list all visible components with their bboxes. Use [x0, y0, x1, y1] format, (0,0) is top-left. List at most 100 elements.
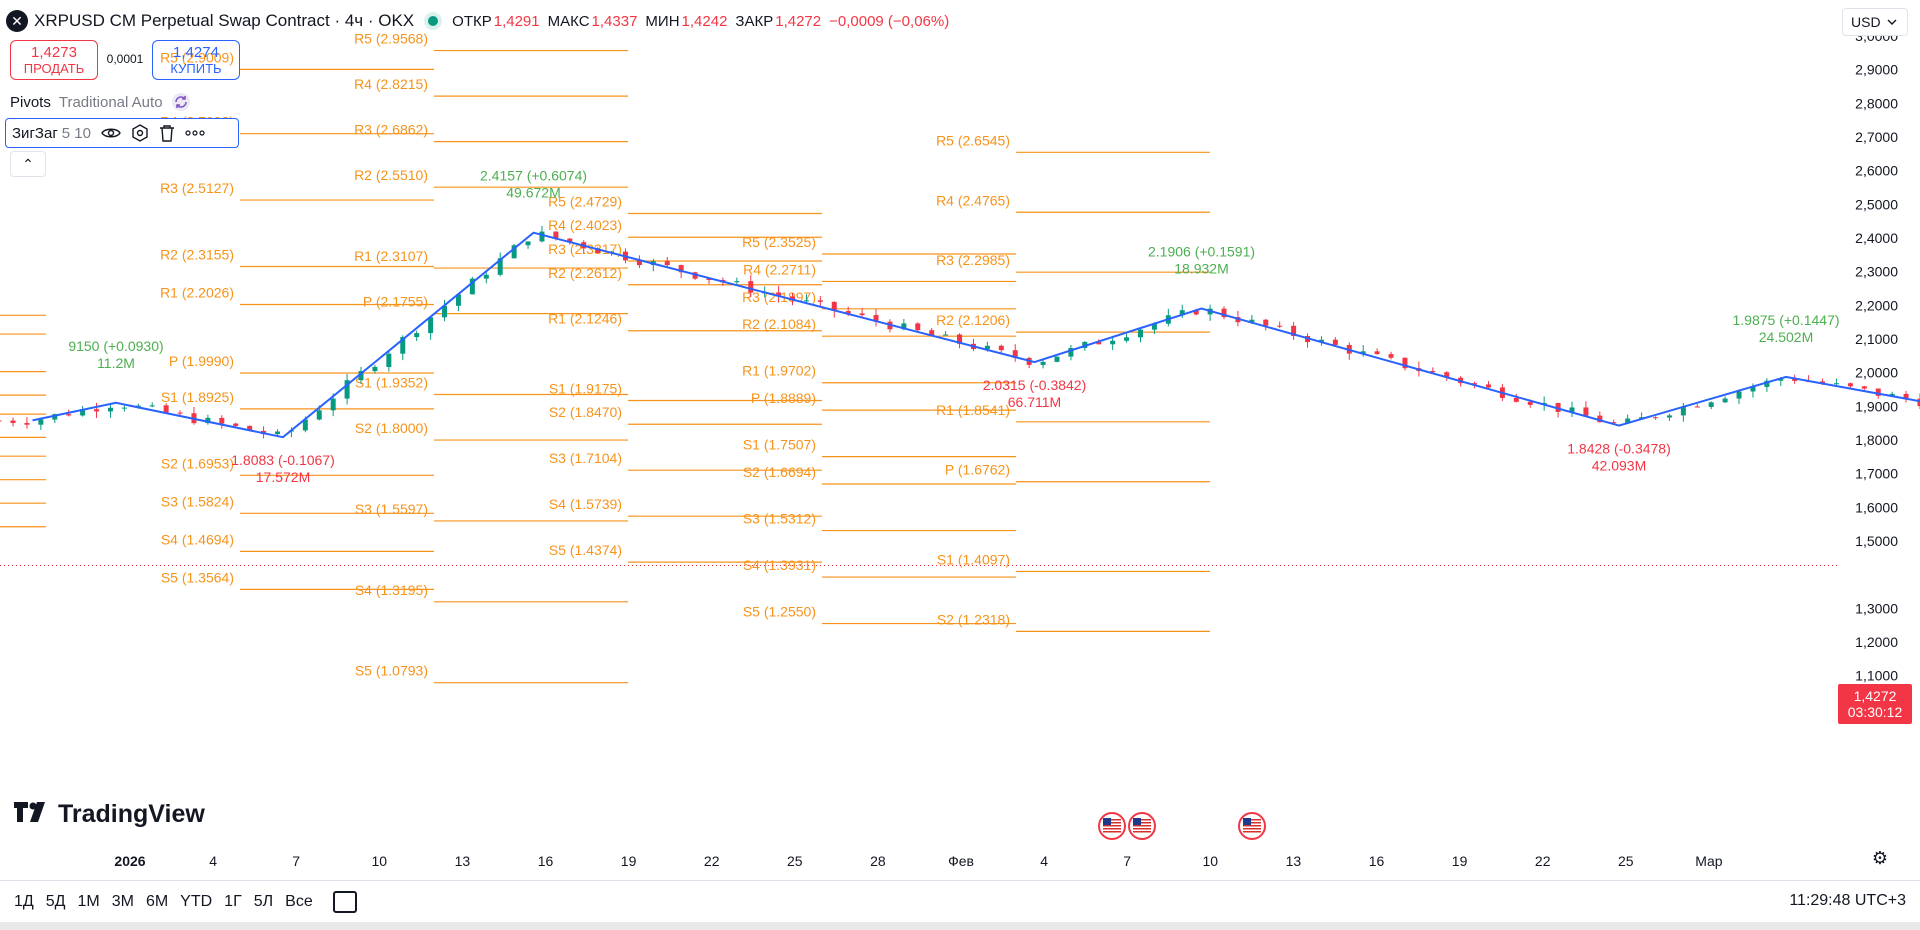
buy-button[interactable]: 1,4274 КУПИТЬ — [152, 40, 240, 80]
zigzag-price-label: 2.1906 (+0.1591) — [1148, 244, 1255, 260]
us-flag-icon[interactable] — [1098, 812, 1126, 840]
range-6m[interactable]: 6М — [145, 893, 169, 910]
high-value: 1,4337 — [591, 12, 638, 30]
candles — [0, 225, 1920, 439]
pivot-label: S1 (1.7507) — [743, 437, 816, 453]
candle-body — [497, 258, 503, 275]
candle-body — [66, 414, 72, 416]
candle-body — [1861, 386, 1867, 389]
pivots-params: Traditional Auto — [58, 93, 163, 111]
pivot-label: R1 (2.1246) — [548, 311, 622, 327]
pivot-label: R2 (2.2612) — [548, 265, 622, 281]
candle-body — [1040, 361, 1046, 365]
y-tick-label: 2,4000 — [1855, 230, 1898, 246]
trade-panel: 1,4273 ПРОДАТЬ 0,0001 1,4274 КУПИТЬ — [10, 40, 240, 80]
flag-stripe — [1243, 828, 1261, 830]
range-3m[interactable]: 3М — [111, 893, 134, 910]
candle-body — [219, 417, 225, 424]
candle-body — [1778, 378, 1784, 381]
candle-body — [929, 330, 935, 336]
zigzag-volume-label: 18.932M — [1174, 261, 1228, 277]
range-ytd[interactable]: YTD — [180, 893, 213, 910]
range-all[interactable]: Все — [285, 893, 313, 910]
range-5y[interactable]: 5Л — [253, 893, 274, 910]
settings-icon[interactable] — [131, 124, 149, 142]
clock[interactable]: 11:29:48 UTC+3 — [1789, 892, 1906, 909]
candle-body — [1263, 319, 1269, 326]
candle-body — [1569, 407, 1575, 412]
y-tick-label: 2,5000 — [1855, 196, 1898, 212]
candle-body — [636, 260, 642, 266]
candle-body — [177, 412, 183, 414]
candle-body — [121, 407, 127, 409]
candle-body — [957, 334, 963, 344]
trash-icon[interactable] — [159, 124, 175, 142]
range-1d[interactable]: 1Д — [14, 893, 34, 910]
economic-events[interactable] — [1098, 812, 1266, 840]
candle-body — [1527, 401, 1533, 405]
candle-body — [1402, 357, 1408, 369]
flag-canton — [1103, 818, 1111, 825]
range-5d[interactable]: 5Д — [45, 893, 66, 910]
low-value: 1,4242 — [681, 12, 728, 30]
candle-body — [1249, 319, 1255, 323]
pivots-indicator-legend[interactable]: Pivots Traditional Auto — [10, 92, 191, 112]
chevron-up-icon[interactable]: ⌃ — [10, 151, 46, 177]
zigzag-volume-label: 11.2M — [97, 355, 135, 371]
range-1y[interactable]: 1Г — [224, 893, 242, 910]
candle-body — [1680, 406, 1686, 416]
pivot-label: R4 (2.4765) — [936, 192, 1010, 208]
us-flag-icon[interactable] — [1238, 812, 1266, 840]
pivot-label: R1 (1.8541) — [936, 402, 1010, 418]
refresh-icon[interactable] — [171, 92, 191, 112]
candle-body — [1513, 397, 1519, 402]
buy-label: КУПИТЬ — [170, 61, 222, 76]
candle-body — [1332, 339, 1338, 345]
zigzag-volume-label: 17.572M — [256, 469, 310, 485]
pivot-label: R5 (2.9568) — [354, 31, 428, 47]
tradingview-logo[interactable]: TradingView — [14, 800, 205, 829]
flag-stripe — [1103, 822, 1121, 824]
candle-body — [1485, 384, 1491, 388]
calendar-icon[interactable] — [332, 891, 357, 913]
pivots-name: Pivots — [10, 93, 51, 111]
pivot-label: R3 (2.2985) — [936, 252, 1010, 268]
x-tick-label: 2026 — [114, 853, 145, 869]
more-icon[interactable] — [185, 130, 205, 136]
candle-body — [386, 353, 392, 368]
candle-body — [525, 241, 531, 246]
y-tick-label: 2,0000 — [1855, 365, 1898, 381]
range-1m[interactable]: 1М — [77, 893, 100, 910]
eye-icon[interactable] — [101, 126, 121, 140]
us-flag-icon[interactable] — [1128, 812, 1156, 840]
candle-body — [1012, 350, 1018, 358]
x-tick-label: 10 — [372, 853, 388, 869]
x-tick-label: 16 — [538, 853, 554, 869]
sell-button[interactable]: 1,4273 ПРОДАТЬ — [10, 40, 98, 80]
zigzag-indicator-legend[interactable]: ЗигЗаг 5 10 — [5, 118, 239, 148]
close-circle-icon[interactable]: ✕ — [6, 10, 28, 32]
zigzag-params: 5 10 — [61, 124, 91, 142]
candle-body — [734, 281, 740, 283]
gear-icon[interactable]: ⚙ — [1871, 848, 1889, 868]
candle-body — [1444, 372, 1450, 378]
flag-stripe — [1243, 831, 1261, 833]
x-tick-label: 13 — [455, 853, 471, 869]
y-tick-label: 2,9000 — [1855, 62, 1898, 78]
candle-body — [1611, 422, 1617, 424]
candle-body — [38, 419, 44, 425]
pivot-label: S2 (1.8470) — [549, 404, 622, 420]
candle-body — [692, 272, 698, 279]
candle-body — [233, 423, 239, 426]
y-tick-label: 1,2000 — [1855, 634, 1898, 650]
symbol-title[interactable]: XRPUSD CM Perpetual Swap Contract · 4ч ·… — [34, 11, 415, 30]
x-tick-label: 25 — [1618, 853, 1634, 869]
zigzag-price-label: 2.4157 (+0.6074) — [480, 168, 587, 184]
pivot-label: S3 (1.5312) — [743, 511, 816, 527]
currency-select[interactable]: USD — [1842, 8, 1908, 36]
bar-countdown: 03:30:12 — [1847, 704, 1903, 720]
y-tick-label: 1,1000 — [1855, 668, 1898, 684]
pivot-label: R3 (2.5127) — [160, 180, 234, 196]
